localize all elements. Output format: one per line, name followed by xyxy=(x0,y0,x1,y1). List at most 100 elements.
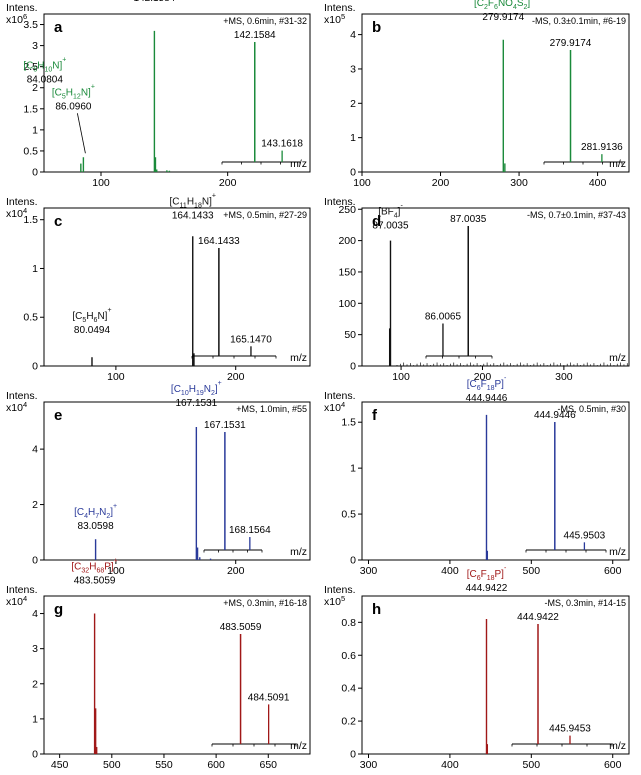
y-tick-label: 3.5 xyxy=(23,19,38,31)
y-axis-title: Intens. xyxy=(324,390,356,402)
x-tick-label: 200 xyxy=(227,371,245,383)
plot-frame xyxy=(43,207,311,367)
panel-letter: d xyxy=(372,213,381,230)
plot-frame xyxy=(43,401,311,561)
panel-letter: h xyxy=(372,601,381,618)
y-axis-title: Intens. xyxy=(324,584,356,596)
x-axis-title: m/z xyxy=(609,740,626,752)
y-tick-label: 0.4 xyxy=(341,683,356,695)
y-tick-label: 4 xyxy=(32,608,38,620)
plot-frame xyxy=(361,595,630,755)
acquisition-info: -MS, 0.5min, #30 xyxy=(557,404,626,414)
peak-mass-label: 83.0598 xyxy=(78,521,115,532)
y-tick-label: 3 xyxy=(350,63,356,75)
peak-mass-label: 444.9422 xyxy=(466,583,508,594)
inset-main-label: 167.1531 xyxy=(204,420,246,431)
x-tick-label: 300 xyxy=(510,177,528,189)
panel-letter: e xyxy=(54,407,62,424)
spectrum-panel-d: 0 50 100 150 200 250 100 200 300 Intens. m/z -MS, 0… xyxy=(324,196,630,383)
y-axis-title: Intens. xyxy=(6,196,38,208)
panel-letter: b xyxy=(372,19,381,36)
panel-letter: f xyxy=(372,407,378,424)
x-tick-label: 500 xyxy=(523,565,541,577)
x-tick-label: 300 xyxy=(360,759,378,770)
x-tick-label: 400 xyxy=(441,565,459,577)
y-tick-label: 0.5 xyxy=(341,509,356,521)
y-tick-label: 4 xyxy=(350,29,356,41)
y-tick-label: 4 xyxy=(32,444,38,456)
y-axis-title: Intens. xyxy=(6,390,38,402)
y-tick-label: 1 xyxy=(32,263,38,275)
spectrum-panel-a: 0 0.5 1 1.5 2 2.5 3 3.5 100 200 Intens.x106 m/z +MS,… xyxy=(6,0,311,189)
peak-mass-label: 279.9174 xyxy=(482,12,524,23)
inset-isotope-label: 484.5091 xyxy=(248,692,290,703)
x-tick-label: 500 xyxy=(523,759,541,770)
y-multiplier: x106 xyxy=(6,12,27,26)
spectrum-panel-g: 0 1 2 3 4 450 500 550 600 650 Intens.x104 m/z +MS, 0… xyxy=(6,558,311,771)
x-tick-label: 650 xyxy=(260,759,278,770)
plot-frame xyxy=(361,13,630,173)
y-tick-label: 150 xyxy=(338,266,356,278)
acquisition-info: +MS, 0.3min, #16-18 xyxy=(223,598,307,608)
y-tick-label: 0 xyxy=(350,749,356,761)
y-multiplier: x104 xyxy=(324,400,345,414)
inset-isotope-label: 281.9136 xyxy=(581,142,623,153)
inset-main-label: 483.5059 xyxy=(220,622,262,633)
inset-isotope-label: 168.1564 xyxy=(229,525,271,536)
y-multiplier: x104 xyxy=(6,206,27,220)
x-axis-title: m/z xyxy=(290,352,307,364)
y-tick-label: 1.5 xyxy=(23,103,38,115)
spectrum-panel-c: 0 0.5 1 1.5 100 200 Intens.x104 m/z +MS, 0.5min,… xyxy=(6,192,311,383)
y-tick-label: 2 xyxy=(32,82,38,94)
x-tick-label: 400 xyxy=(441,759,459,770)
inset-main-label: 87.0035 xyxy=(450,214,487,225)
ion-formula: [C6F18P]- xyxy=(467,565,507,582)
peak-mass-label: 80.0494 xyxy=(74,325,111,336)
peak-mass-label: 444.9446 xyxy=(466,393,508,404)
x-tick-label: 300 xyxy=(360,565,378,577)
acquisition-info: +MS, 1.0min, #55 xyxy=(236,404,307,414)
y-tick-label: 0.5 xyxy=(23,145,38,157)
x-tick-label: 100 xyxy=(107,565,125,577)
ion-formula: [C2F6NO4S2]- xyxy=(474,0,533,11)
spectrum-panel-h: 0 0.2 0.4 0.6 0.8 300 400 500 600 Intens.x105 m/z -… xyxy=(324,565,630,771)
ion-formula: [C32H68P]+ xyxy=(71,558,117,575)
acquisition-info: -MS, 0.3min, #14-15 xyxy=(544,598,626,608)
y-tick-label: 0.6 xyxy=(341,650,356,662)
peak-mass-label: 84.0804 xyxy=(27,75,64,86)
inset-main-label: 164.1433 xyxy=(198,236,240,247)
y-tick-label: 100 xyxy=(338,298,356,310)
ion-formula: [C5H12N]+ xyxy=(52,83,95,100)
x-tick-label: 300 xyxy=(555,371,573,383)
x-tick-label: 200 xyxy=(219,177,237,189)
x-axis-title: m/z xyxy=(290,546,307,558)
x-tick-label: 100 xyxy=(92,177,110,189)
x-tick-label: 200 xyxy=(432,177,450,189)
y-tick-label: 0 xyxy=(350,361,356,373)
x-tick-label: 200 xyxy=(227,565,245,577)
x-tick-label: 100 xyxy=(392,371,410,383)
x-tick-label: 100 xyxy=(353,177,371,189)
ion-formula: [C11H18N]+ xyxy=(170,192,216,209)
peak-mass-label: 142.1584 xyxy=(134,0,176,4)
x-axis-title: m/z xyxy=(609,158,626,170)
inset-main-label: 444.9446 xyxy=(534,410,576,421)
spectrum-panel-f: 0 0.5 1 1.5 300 400 500 600 Intens.x104 m/z -MS, 0… xyxy=(324,375,630,577)
x-tick-label: 500 xyxy=(103,759,121,770)
y-multiplier: x105 xyxy=(324,12,345,26)
y-axis-title: Intens. xyxy=(6,2,38,14)
x-tick-label: 600 xyxy=(604,565,622,577)
inset-isotope-label: 445.9503 xyxy=(564,530,606,541)
x-axis-title: m/z xyxy=(609,352,626,364)
peak-mass-label: 164.1433 xyxy=(172,210,214,221)
acquisition-info: -MS, 0.7±0.1min, #37-43 xyxy=(527,210,626,220)
inset-isotope-label: 86.0065 xyxy=(425,312,462,323)
y-tick-label: 2 xyxy=(350,98,356,110)
y-tick-label: 2.5 xyxy=(23,61,38,73)
y-tick-label: 0.5 xyxy=(23,312,38,324)
panel-letter: g xyxy=(54,601,63,618)
plot-frame xyxy=(43,595,311,755)
panel-letter: a xyxy=(54,19,63,36)
ion-formula: [C6F18P]- xyxy=(467,375,507,392)
